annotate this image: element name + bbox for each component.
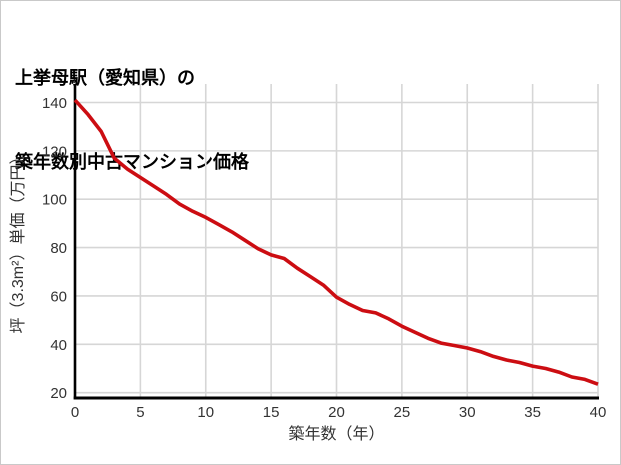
price-line — [73, 98, 599, 386]
x-tick-label-0: 0 — [71, 404, 79, 421]
x-tick-label-35: 35 — [524, 404, 541, 421]
chart-title-line1: 上挙母駅（愛知県）の — [15, 68, 195, 88]
chart-title: 上挙母駅（愛知県）の 築年数別中古マンション価格 — [15, 8, 249, 232]
x-tick-label-10: 10 — [197, 404, 214, 421]
x-axis-label: 築年数（年） — [288, 425, 384, 443]
y-tick-label-60: 60 — [50, 288, 67, 305]
y-tick-label-40: 40 — [50, 337, 67, 354]
y-tick-label-100: 100 — [42, 192, 67, 209]
y-tick-label-140: 140 — [42, 95, 67, 112]
x-tick-label-5: 5 — [136, 404, 144, 421]
x-tick-label-15: 15 — [263, 404, 280, 421]
x-tick-label-40: 40 — [590, 404, 607, 421]
x-tick-label-25: 25 — [394, 404, 411, 421]
x-tick-label-30: 30 — [459, 404, 476, 421]
y-tick-label-20: 20 — [50, 385, 67, 402]
chart-title-line2: 築年数別中古マンション価格 — [15, 152, 249, 172]
x-tick-label-20: 20 — [328, 404, 345, 421]
y-axis-label: 坪（3.3m²）単価（万円） — [9, 149, 27, 334]
y-tick-label-120: 120 — [42, 143, 67, 160]
y-tick-label-80: 80 — [50, 240, 67, 257]
